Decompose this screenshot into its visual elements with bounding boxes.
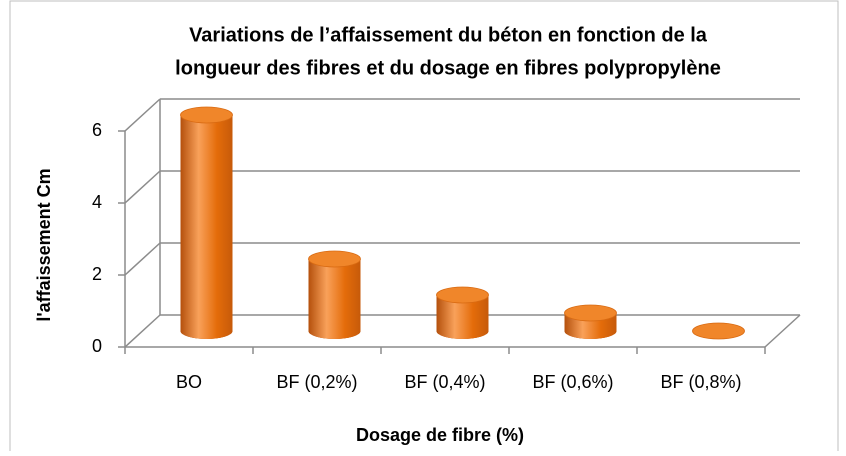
bar (180, 115, 233, 339)
cylinder-top (180, 106, 233, 124)
cylinder-top (308, 250, 361, 268)
y-tick-label: 0 (92, 336, 102, 356)
cylinder-top (692, 322, 745, 340)
chart-title: Variations de l’affaissement du béton en… (189, 24, 708, 46)
x-tick-label: BF (0,2%) (276, 372, 357, 392)
cylinder-top (436, 286, 489, 304)
bar (436, 295, 489, 339)
y-tick-label: 2 (92, 264, 102, 284)
grid-line (124, 242, 161, 276)
y-tick-label: 6 (92, 120, 102, 140)
grid-line (124, 98, 161, 132)
x-tick-label: BF (0,6%) (532, 372, 613, 392)
x-axis-label: Dosage de fibre (%) (356, 425, 524, 445)
y-tick-label: 4 (92, 192, 102, 212)
chart-title: longueur des fibres et du dosage en fibr… (175, 57, 721, 79)
chart-frame (9, 0, 839, 456)
floor-edge (764, 314, 801, 348)
x-tick-label: BF (0,4%) (404, 372, 485, 392)
x-tick-label: BO (176, 372, 202, 392)
grid-line (124, 314, 161, 348)
grid-line (124, 170, 161, 204)
bar (308, 259, 361, 339)
x-tick-label: BF (0,8%) (660, 372, 741, 392)
y-axis-label: l'affaissement Cm (34, 168, 54, 321)
cylinder-top (564, 304, 617, 322)
